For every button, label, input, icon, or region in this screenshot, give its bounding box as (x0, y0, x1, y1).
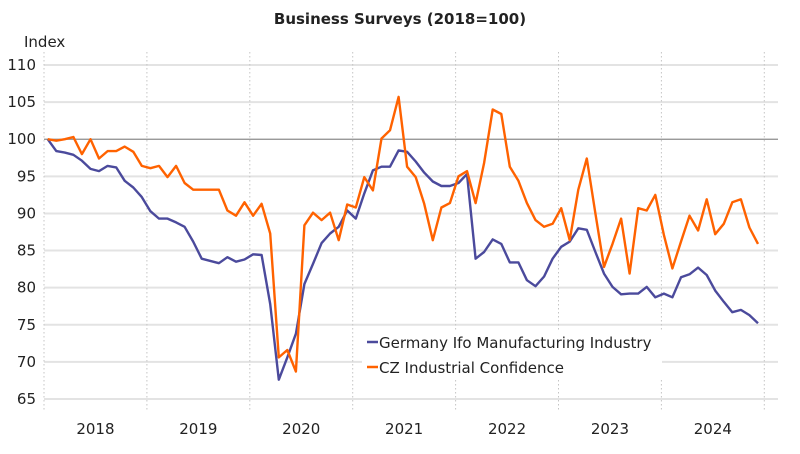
y-tick-labels: 65 70 75 80 85 90 95 100 105 110 (7, 56, 36, 408)
y-tick-label: 100 (7, 130, 36, 148)
legend-label-cz: CZ Industrial Confidence (379, 359, 564, 377)
y-tick-label: 75 (17, 316, 36, 334)
x-tick-label: 2023 (591, 420, 629, 438)
y-tick-label: 85 (17, 242, 36, 260)
y-tick-label: 95 (17, 167, 36, 185)
legend: Germany Ifo Manufacturing Industry CZ In… (362, 330, 662, 380)
y-tick-label: 70 (17, 353, 36, 371)
chart-title: Business Surveys (2018=100) (274, 10, 526, 28)
x-tick-label: 2018 (76, 420, 114, 438)
series-line-cz-industrial-confidence (47, 95, 760, 373)
y-tick-label: 110 (7, 56, 36, 74)
x-tick-labels: 2018 2019 2020 2021 2022 2023 2024 (76, 420, 732, 438)
y-tick-label: 105 (7, 93, 36, 111)
series-lines (46, 95, 760, 381)
y-tick-label: 90 (17, 204, 36, 222)
y-tick-label: 65 (17, 390, 36, 408)
x-tick-label: 2024 (694, 420, 732, 438)
legend-label-germany: Germany Ifo Manufacturing Industry (379, 334, 652, 352)
x-tick-label: 2021 (385, 420, 423, 438)
x-tick-label: 2019 (179, 420, 217, 438)
y-tick-label: 80 (17, 279, 36, 297)
x-tick-label: 2022 (488, 420, 526, 438)
y-axis-label: Index (24, 33, 65, 51)
x-tick-label: 2020 (282, 420, 320, 438)
series-line-germany-ifo (46, 138, 759, 381)
